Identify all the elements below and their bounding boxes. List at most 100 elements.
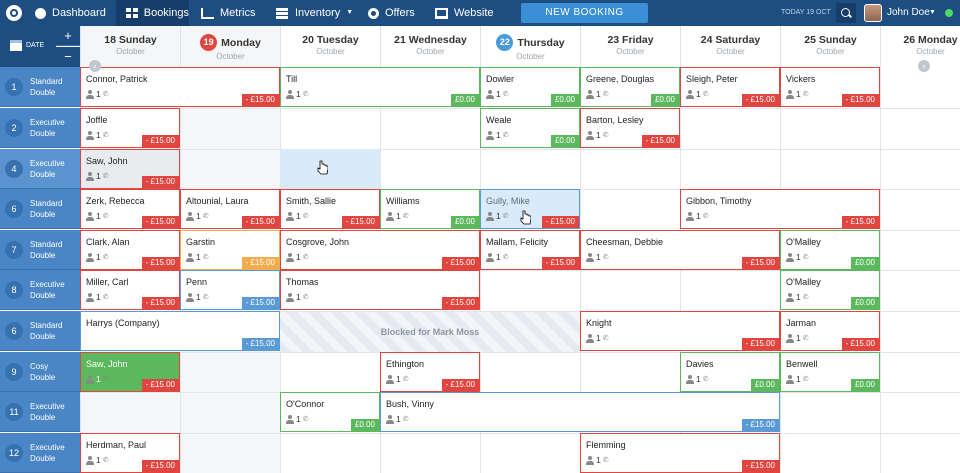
phone-icon: ✆ [602,335,609,342]
room-row-header[interactable]: 12 Executive Double [0,433,80,473]
booking-card[interactable]: Smith, Sallie 1 ✆ - £15.00 [280,189,380,229]
day-header[interactable]: 25 Sunday October [780,26,880,67]
booking-card[interactable]: O'Malley 1 ✆ £0.00 [780,270,880,310]
booking-card[interactable]: Saw, John 1 ✆ - £15.00 [80,149,180,189]
nav-dashboard[interactable]: Dashboard [35,0,106,26]
booking-card[interactable]: Cheesman, Debbie 1 ✆ - £15.00 [580,230,780,270]
guest-count: 1 [596,455,601,465]
booking-card[interactable]: Dowler 1 ✆ £0.00 [480,67,580,107]
booking-card[interactable]: Mallam, Felicity 1 ✆ - £15.00 [480,230,580,270]
booking-card[interactable]: Cosgrove, John 1 ✆ - £15.00 [280,230,480,270]
booking-card[interactable]: Zerk, Rebecca 1 ✆ - £15.00 [80,189,180,229]
booking-card[interactable]: O'Malley 1 ✆ £0.00 [780,230,880,270]
balance-badge: £0.00 [850,297,879,309]
day-header[interactable]: 20 Tuesday October [280,26,380,67]
zoom-in-button[interactable]: + [56,26,80,46]
booking-card[interactable]: Clark, Alan 1 ✆ - £15.00 [80,230,180,270]
phone-icon: ✆ [102,294,109,301]
day-header[interactable]: 21 Wednesday October [380,26,480,67]
booking-card[interactable]: Till 1 ✆ £0.00 [280,67,480,107]
guest-name: Jarman [786,318,817,328]
room-row-header[interactable]: 1 Standard Double [0,67,80,107]
booking-card[interactable]: Herdman, Paul 1 ✆ - £15.00 [80,433,180,473]
booking-grid[interactable]: Blocked for Mark Moss Connor, Patrick 1 ✆… [80,67,960,473]
nav-offers[interactable]: Offers [368,0,415,26]
balance-badge: - £15.00 [241,216,279,228]
room-row-header[interactable]: 2 Executive Double [0,108,80,148]
nav-metrics[interactable]: Metrics [201,0,255,26]
zoom-out-button[interactable]: − [56,47,80,67]
day-header[interactable]: 22 Thursday October [480,26,580,67]
room-type: Executive [30,280,65,289]
booking-card[interactable]: Weale 1 ✆ £0.00 [480,108,580,148]
guest-icon [786,252,794,262]
avatar[interactable] [864,4,882,22]
booking-card[interactable]: Thomas 1 ✆ - £15.00 [280,270,480,310]
booking-card[interactable]: Flemming 1 ✆ - £15.00 [580,433,780,473]
guest-icon [286,211,294,221]
booking-card[interactable]: Miller, Carl 1 ✆ - £15.00 [80,270,180,310]
phone-icon: ✆ [602,254,609,261]
day-header[interactable]: 23 Friday October [580,26,680,67]
balance-badge: - £15.00 [541,257,579,269]
guest-count: 1 [796,333,801,343]
booking-card[interactable]: Saw, John 1 ✆ - £15.00 [80,352,180,392]
booking-card[interactable]: Benwell 1 ✆ £0.00 [780,352,880,392]
hand-cursor-icon [520,210,531,225]
app-logo-icon[interactable] [6,5,22,21]
room-type: Executive [30,402,65,411]
room-row-header[interactable]: 4 Executive Double [0,149,80,189]
day-header-today[interactable]: 19 Monday October [180,26,280,67]
booking-card[interactable]: Greene, Douglas 1 ✆ £0.00 [580,67,680,107]
booking-card[interactable]: Connor, Patrick 1 ✆ - £15.00 [80,67,280,107]
room-row-header[interactable]: 9 Cosy Double [0,352,80,392]
room-row-header[interactable]: 7 Standard Double [0,230,80,270]
room-number: 2 [5,119,23,137]
booking-card[interactable]: Gibbon, Timothy 1 ✆ - £15.00 [680,189,880,229]
phone-icon: ✆ [102,132,109,139]
guest-icon [686,211,694,221]
booking-card[interactable]: Bush, Vinny 1 ✆ - £15.00 [380,392,780,432]
booking-card[interactable]: Barton, Lesley 1 ✆ - £15.00 [580,108,680,148]
day-header[interactable]: 26 Monday October [880,26,960,67]
booking-card[interactable]: O'Connor 1 ✆ £0.00 [280,392,380,432]
guest-icon [286,252,294,262]
user-menu-chevron-icon[interactable]: ▼ [929,9,936,16]
room-row-header[interactable]: 6 Standard Double [0,189,80,229]
booking-card[interactable]: Jarman 1 ✆ - £15.00 [780,311,880,351]
user-name[interactable]: John Doe [887,7,930,18]
room-row-header[interactable]: 11 Executive Double [0,392,80,432]
booking-card[interactable]: Davies 1 ✆ £0.00 [680,352,780,392]
booking-card[interactable]: Ethington 1 ✆ - £15.00 [380,352,480,392]
booking-card[interactable]: Joffle 1 ✆ - £15.00 [80,108,180,148]
nav-bookings[interactable]: Bookings [116,0,189,26]
date-picker-button[interactable]: DATE [0,26,56,67]
previous-days-arrow-icon[interactable]: ‹ [89,60,101,72]
room-row-header[interactable]: 8 Executive Double [0,270,80,310]
room-row-header[interactable]: 6 Standard Double [0,311,80,351]
guest-icon [586,252,594,262]
room-number: 4 [5,160,23,178]
phone-icon: ✆ [702,376,709,383]
booking-card[interactable]: Knight 1 ✆ - £15.00 [580,311,780,351]
new-booking-button[interactable]: NEW BOOKING [521,3,648,23]
balance-badge: - £15.00 [341,216,379,228]
blocked-period[interactable]: Blocked for Mark Moss [280,312,580,352]
nav-inventory[interactable]: Inventory ▼ [276,0,353,26]
balance-badge: - £15.00 [241,338,279,350]
next-days-arrow-icon[interactable]: › [918,60,930,72]
booking-card[interactable]: Altounial, Laura 1 ✆ - £15.00 [180,189,280,229]
booking-card[interactable]: Vickers 1 ✆ - £15.00 [780,67,880,107]
booking-card[interactable]: Penn 1 ✆ - £15.00 [180,270,280,310]
website-monitor-icon [435,7,448,19]
today-date-label: TODAY 19 OCT [781,9,831,16]
hovered-empty-cell[interactable] [280,149,380,189]
nav-website[interactable]: Website [435,0,494,26]
guest-count: 1 [196,252,201,262]
day-header[interactable]: 24 Saturday October [680,26,780,67]
booking-card[interactable]: Williams 1 ✆ £0.00 [380,189,480,229]
booking-card[interactable]: Garstin 1 ✆ - £15.00 [180,230,280,270]
search-icon[interactable] [836,3,856,23]
booking-card[interactable]: Sleigh, Peter 1 ✆ - £15.00 [680,67,780,107]
booking-card[interactable]: Harrys (Company) - £15.00 [80,311,280,351]
